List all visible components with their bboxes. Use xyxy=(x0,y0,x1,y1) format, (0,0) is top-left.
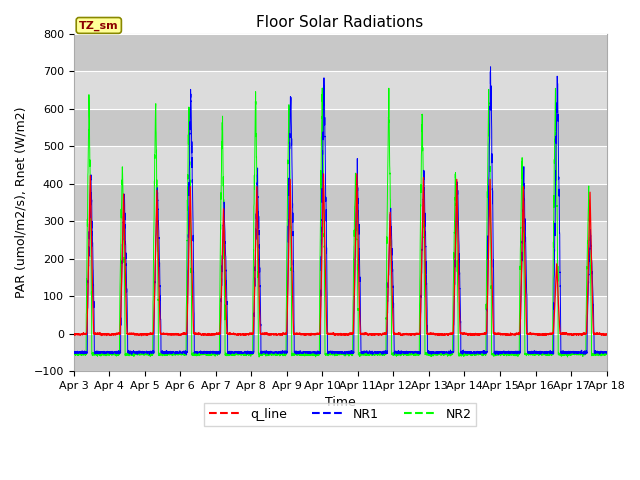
Line: q_line: q_line xyxy=(74,174,607,336)
NR2 xyxy=(486,200,494,206)
NR1 xyxy=(182,352,190,358)
NR2 xyxy=(388,351,396,357)
q_line xyxy=(180,332,188,337)
Bar xyxy=(74,296,607,334)
NR1 xyxy=(526,349,534,355)
Y-axis label: PAR (umol/m2/s), Rnet (W/m2): PAR (umol/m2/s), Rnet (W/m2) xyxy=(15,107,28,298)
NR2 xyxy=(180,351,188,357)
NR2 xyxy=(603,351,611,357)
Bar xyxy=(74,259,607,296)
q_line xyxy=(526,331,534,336)
NR2 xyxy=(513,353,520,359)
NR1 xyxy=(486,64,494,70)
q_line xyxy=(486,189,494,195)
q_line xyxy=(513,331,520,336)
Text: TZ_sm: TZ_sm xyxy=(79,20,118,31)
Bar xyxy=(74,109,607,146)
q_line xyxy=(360,331,368,336)
q_line xyxy=(603,331,611,337)
q_line xyxy=(70,331,77,337)
NR2 xyxy=(526,352,534,358)
Line: NR1: NR1 xyxy=(74,67,607,355)
NR2 xyxy=(360,350,368,356)
Title: Floor Solar Radiations: Floor Solar Radiations xyxy=(257,15,424,30)
q_line xyxy=(138,333,145,338)
Bar xyxy=(74,72,607,109)
Bar xyxy=(74,334,607,371)
NR2 xyxy=(70,351,77,357)
X-axis label: Time: Time xyxy=(324,396,355,409)
NR1 xyxy=(180,348,188,354)
NR1 xyxy=(360,350,367,356)
NR1 xyxy=(603,349,611,355)
Line: NR2: NR2 xyxy=(74,88,607,357)
NR1 xyxy=(513,348,520,354)
Bar xyxy=(74,184,607,221)
q_line xyxy=(319,171,327,177)
NR2 xyxy=(255,354,263,360)
NR1 xyxy=(70,350,77,356)
Bar xyxy=(74,34,607,72)
Bar xyxy=(74,221,607,259)
NR1 xyxy=(486,97,494,103)
NR1 xyxy=(388,262,396,268)
Bar xyxy=(74,146,607,184)
NR2 xyxy=(318,85,326,91)
q_line xyxy=(388,300,396,305)
Legend: q_line, NR1, NR2: q_line, NR1, NR2 xyxy=(204,403,476,426)
